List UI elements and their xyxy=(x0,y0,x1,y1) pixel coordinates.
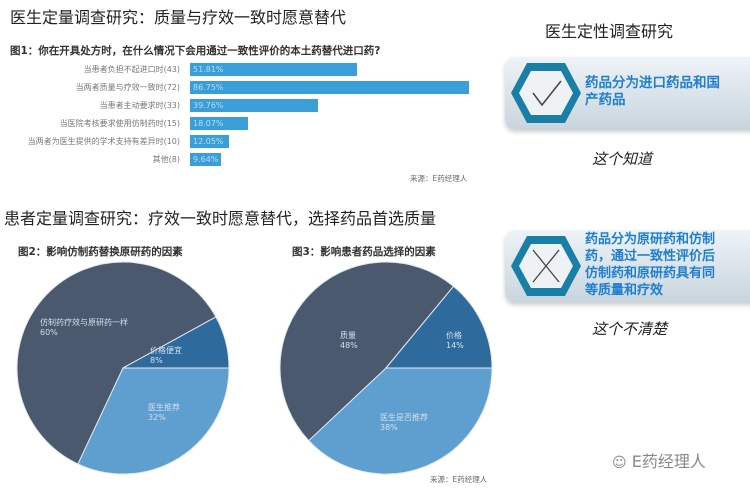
pie-slice xyxy=(279,261,455,442)
pie-slice xyxy=(77,367,230,475)
bar-value-label: 39.76% xyxy=(193,101,224,110)
fig2-title: 图2：影响仿制药替换原研药的因素 xyxy=(18,246,183,258)
pie-name-label: 价格便宜 xyxy=(150,345,182,355)
bar-value-label: 12.05% xyxy=(193,137,224,146)
bar xyxy=(190,153,221,166)
pie-label-label: 60% xyxy=(40,328,58,337)
doctor-qual-title: 医生定性调查研究 xyxy=(545,22,674,41)
bar-value-label: 9.64% xyxy=(193,155,219,164)
bar-category-label: 其他(8) xyxy=(152,155,180,164)
pie-label-label: 32% xyxy=(148,413,166,422)
bar-value-label: 51.81% xyxy=(193,65,224,74)
fig3-title: 图3：影响患者药品选择的因素 xyxy=(292,246,436,258)
bar xyxy=(190,63,357,76)
pie-label-label: 8% xyxy=(150,356,163,365)
bar-category-label: 当患者主动要求时(33) xyxy=(99,101,180,110)
bar xyxy=(190,117,249,130)
check-icon xyxy=(511,63,581,123)
pie-name-label: 医生是否推荐 xyxy=(380,412,428,422)
pie-slice xyxy=(16,261,217,465)
fig3-source: 来源：E药经理人 xyxy=(430,475,488,484)
badge-unknown-note: 这个不清楚 xyxy=(592,320,668,338)
pie-label-label: 48% xyxy=(340,341,358,350)
pie-name-label: 价格 xyxy=(446,330,462,340)
doctor-quant-title: 医生定量调查研究：质量与疗效一致时愿意替代 xyxy=(10,8,347,27)
fig1-source: 来源：E药经理人 xyxy=(410,174,468,183)
pie-name-label: 质量 xyxy=(340,330,356,340)
cross-icon xyxy=(511,236,581,296)
badge-known-text: 药品分为进口药品和国产药品 xyxy=(585,75,720,108)
pie-slice xyxy=(384,285,493,369)
badge-known: 药品分为进口药品和国产药品 xyxy=(505,57,750,129)
bar-category-label: 当两者为医生提供的学术支持有差异时(10) xyxy=(27,137,180,146)
bar xyxy=(190,135,229,148)
bar-value-label: 18.07% xyxy=(193,119,224,128)
pie-slice xyxy=(308,367,493,475)
watermark: ☺ E药经理人 xyxy=(612,448,706,472)
fig1-title: 图1：你在开具处方时，在什么情况下会用通过一致性评价的本土药替代进口药? xyxy=(10,45,381,57)
bar-category-label: 当医院考核要求使用仿制药时(15) xyxy=(59,119,180,128)
bar xyxy=(190,81,469,94)
bar-category-label: 当两者质量与疗效一致时(72) xyxy=(75,83,180,92)
pie-slice xyxy=(122,316,230,369)
badge-unknown-text: 药品分为原研药和仿制药，通过一致性评价后仿制药和原研药具有同等质量和疗效 xyxy=(585,232,716,298)
pie-name-label: 医生推荐 xyxy=(148,402,180,412)
pie-label-label: 38% xyxy=(380,423,398,432)
badge-unknown: 药品分为原研药和仿制药，通过一致性评价后仿制药和原研药具有同等质量和疗效 xyxy=(505,230,750,302)
pie-name-label: 仿制药疗效与原研药一样 xyxy=(40,317,128,327)
bar-value-label: 86.75% xyxy=(193,83,224,92)
bar-category-label: 当患者负担不起进口时(43) xyxy=(83,65,180,74)
wechat-icon: ☺ xyxy=(612,455,627,471)
pie-label-label: 14% xyxy=(446,341,464,350)
watermark-text: E药经理人 xyxy=(631,452,706,471)
badge-known-note: 这个知道 xyxy=(592,150,653,168)
bar xyxy=(190,99,318,112)
patient-quant-title: 患者定量调查研究：疗效一致时愿意替代，选择药品首选质量 xyxy=(4,209,437,228)
